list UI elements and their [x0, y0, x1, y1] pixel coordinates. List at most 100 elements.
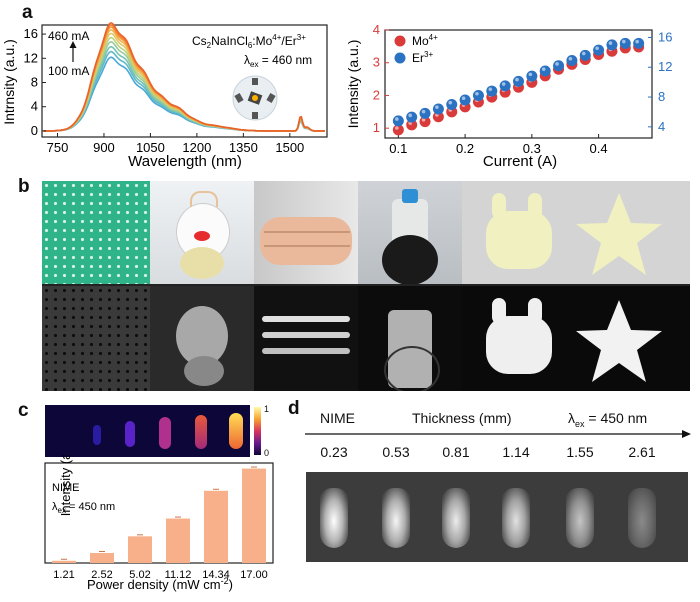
current-xtick: 0.1	[389, 141, 407, 156]
current-point	[472, 90, 484, 102]
current-point	[553, 60, 565, 72]
power-xtick: 14.34	[202, 569, 230, 581]
thickness-value: 0.81	[442, 444, 470, 460]
colorbar	[254, 407, 261, 455]
thickness-value: 1.55	[566, 444, 594, 460]
spectrum-ylabel: Intrnsity (a.u.)	[1, 39, 17, 125]
current-points	[392, 37, 645, 136]
legend-mo-label: Mo4+	[412, 33, 438, 48]
spectrum-xtick: 1350	[229, 140, 258, 155]
current-plot-frame	[384, 29, 653, 139]
power-bar	[204, 490, 228, 563]
power-excitation-label: λex = 450 nm	[52, 501, 115, 515]
thickness-image	[306, 472, 688, 562]
power-xtick: 5.02	[129, 569, 150, 581]
power-ylabel: Intensity (a.u.)	[58, 455, 73, 516]
nir-image-strip	[45, 405, 250, 457]
current-point	[633, 37, 645, 49]
spectrum-series-group	[43, 22, 325, 132]
spectrum-plot-frame	[41, 24, 328, 138]
spectrum-xtick: 1050	[136, 140, 165, 155]
current-point	[406, 111, 418, 123]
power-xtick: 1.21	[53, 569, 74, 581]
thickness-sample	[502, 488, 530, 548]
current-point	[539, 65, 551, 77]
thickness-sample	[382, 488, 410, 548]
current-ytick-left: 2	[373, 87, 380, 102]
current-point	[499, 80, 511, 92]
current-point	[446, 98, 458, 110]
thickness-value: 1.14	[502, 444, 530, 460]
spectrum-ytick: 16	[24, 26, 38, 41]
colorbar-max: 1	[264, 404, 270, 414]
thickness-value: 0.23	[320, 444, 348, 460]
colorbar-min: 0	[264, 448, 270, 458]
thickness-sample	[566, 488, 594, 548]
photo-board-nir	[42, 286, 150, 391]
spectrum-excitation-label: λex = 460 nm	[244, 53, 312, 69]
spectrum-ytick: 8	[31, 75, 38, 90]
current-point	[392, 115, 404, 127]
legend-er-marker	[394, 52, 406, 64]
current-point	[593, 44, 605, 56]
power-bar-chart: 1.21 2.52 5.02 11.12 14.34 17.00 Intensity (a…	[44, 455, 274, 592]
photo-shapes-nir	[462, 286, 690, 391]
spectrum-ytick: 12	[24, 50, 38, 65]
current-xtick: 0.2	[456, 141, 474, 156]
photo-hand-nir	[254, 286, 358, 391]
power-bar	[90, 553, 114, 563]
current-ytick-right: 12	[658, 59, 672, 74]
current-point	[566, 55, 578, 67]
current-point	[513, 75, 524, 87]
power-xtick: 2.52	[91, 569, 112, 581]
spectrum-ticks: 750 900 1050 1200 1350 1500 0 4 8 12 16	[24, 26, 305, 155]
power-bar	[52, 560, 76, 563]
current-xtick: 0.4	[590, 141, 608, 156]
thickness-arrow	[305, 430, 691, 438]
spectrum-xtick: 1500	[275, 140, 304, 155]
thickness-value: 2.61	[628, 444, 656, 460]
current-point	[432, 103, 444, 115]
photo-penguin-toy	[150, 181, 254, 284]
spectrum-xtick: 900	[93, 140, 115, 155]
photo-penguin-nir	[150, 286, 254, 391]
spectrum-line	[43, 22, 325, 132]
current-xlabel: Current (A)	[483, 153, 557, 170]
current-point	[459, 94, 471, 106]
spectrum-xlabel: Wavelength (nm)	[128, 153, 242, 170]
current-ytick-left: 3	[373, 55, 380, 70]
thickness-material-label: NIME	[320, 410, 355, 426]
thickness-sample	[442, 488, 470, 548]
current-ytick-right: 16	[658, 29, 672, 44]
current-ytick-left: 4	[373, 22, 380, 37]
thickness-excitation-label: λex = 450 nm	[568, 410, 648, 429]
photo-grid	[42, 181, 690, 391]
power-bars: 1.21 2.52 5.02 11.12 14.34 17.00	[52, 466, 268, 581]
thickness-sample	[628, 488, 656, 548]
current-point	[486, 85, 498, 97]
spectrum-bottom-current: 100 mA	[48, 64, 89, 78]
current-point	[606, 39, 618, 51]
power-plot-frame	[44, 462, 274, 564]
legend-mo-marker	[394, 35, 406, 47]
photo-green-board	[42, 181, 150, 284]
photo-hand	[254, 181, 358, 284]
current-point	[526, 70, 538, 82]
spectrum-ytick: 4	[31, 99, 38, 114]
current-ytick-right: 4	[658, 119, 665, 134]
spectrum-chart: 750 900 1050 1200 1350 1500 0 4 8 12 16 Intrnsity …	[1, 22, 328, 170]
current-point	[579, 49, 591, 61]
spectrum-top-current: 460 mA	[48, 29, 89, 43]
current-point	[619, 37, 631, 49]
current-ylabel: Intensity (a.u.)	[345, 40, 361, 129]
power-bar	[128, 536, 152, 563]
power-material-label: NIME	[52, 482, 80, 494]
panel-label-d: d	[288, 398, 300, 419]
power-xtick: 17.00	[240, 569, 268, 581]
power-xlabel: Power density (mW cm-2)	[87, 576, 233, 592]
thickness-heading: Thickness (mm)	[412, 410, 512, 426]
led-device-illustration	[232, 75, 278, 121]
spectrum-xtick: 1200	[182, 140, 211, 155]
